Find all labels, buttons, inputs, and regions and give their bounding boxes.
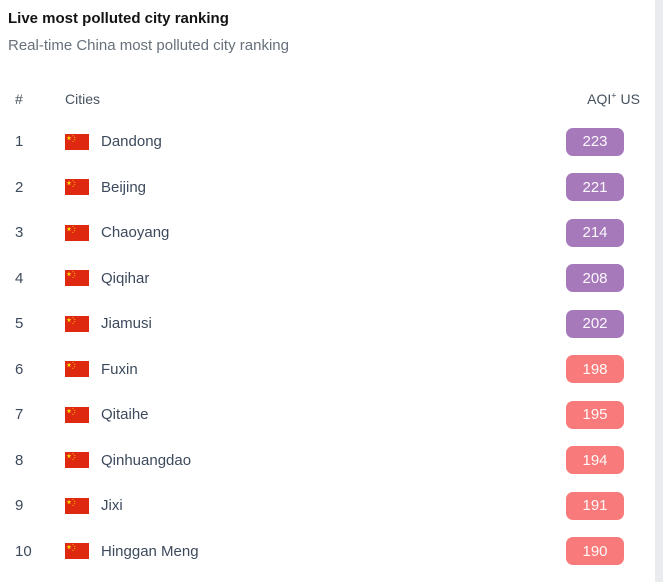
column-header-aqi-us: AQI+ US: [587, 89, 640, 107]
aqi-label: AQI: [587, 90, 612, 107]
aqi-badge: 198: [566, 355, 624, 384]
aqi-us-label: US: [620, 90, 640, 107]
city-ranking-row[interactable]: 2 Beijing 221: [0, 165, 663, 211]
rank-number: 7: [15, 406, 24, 424]
china-flag-icon: [65, 179, 89, 196]
china-flag-icon: [65, 543, 89, 560]
scrollbar-track[interactable]: [655, 0, 663, 582]
city-ranking-row[interactable]: 5 Jiamusi 202: [0, 301, 663, 347]
city-ranking-row[interactable]: 6 Fuxin 198: [0, 347, 663, 393]
aqi-badge: 194: [566, 446, 624, 475]
city-ranking-row[interactable]: 7 Qitaihe 195: [0, 392, 663, 438]
city-ranking-row[interactable]: 10 Hinggan Meng 190: [0, 529, 663, 575]
city-name: Qinhuangdao: [101, 451, 192, 469]
city-name: Beijing: [101, 178, 147, 196]
china-flag-icon: [65, 406, 89, 423]
china-flag-icon: [65, 361, 89, 378]
ranking-table-body: 1 Dandong 223 2 Beiji: [0, 119, 663, 574]
rank-number: 10: [15, 542, 32, 560]
china-flag-icon: [65, 270, 89, 287]
city-name: Jiamusi: [101, 315, 152, 333]
china-flag-icon: [65, 133, 89, 150]
city-name: Qitaihe: [101, 406, 149, 424]
column-header-cities: Cities: [65, 90, 101, 107]
rank-number: 8: [15, 451, 24, 469]
rank-number: 1: [15, 133, 24, 151]
page-title: Live most polluted city ranking: [8, 10, 229, 27]
aqi-plus-superscript: +: [611, 89, 617, 100]
aqi-badge: 202: [566, 309, 624, 338]
aqi-badge: 195: [566, 400, 624, 429]
rank-number: 2: [15, 178, 24, 196]
rank-number: 5: [15, 315, 24, 333]
aqi-badge: 190: [566, 537, 624, 566]
aqi-badge: 221: [566, 173, 624, 202]
city-ranking-row[interactable]: 3 Chaoyang 214: [0, 210, 663, 256]
city-ranking-row[interactable]: 1 Dandong 223: [0, 119, 663, 165]
city-ranking-row[interactable]: 4 Qiqihar 208: [0, 256, 663, 302]
rank-number: 9: [15, 497, 24, 515]
city-name: Hinggan Meng: [101, 542, 199, 560]
column-header-rank: #: [15, 90, 23, 107]
china-flag-icon: [65, 497, 89, 514]
rank-number: 6: [15, 360, 24, 378]
city-name: Fuxin: [101, 360, 138, 378]
aqi-badge: 191: [566, 491, 624, 520]
aqi-badge: 223: [566, 127, 624, 156]
city-name: Qiqihar: [101, 269, 150, 287]
china-flag-icon: [65, 315, 89, 332]
china-flag-icon: [65, 452, 89, 469]
city-ranking-row[interactable]: 9 Jixi 191: [0, 483, 663, 529]
table-header-row: # Cities AQI+ US: [0, 86, 663, 111]
city-name: Chaoyang: [101, 224, 170, 242]
china-flag-icon: [65, 224, 89, 241]
rank-number: 3: [15, 224, 24, 242]
city-ranking-row[interactable]: 8 Qinhuangdao 194: [0, 438, 663, 484]
city-name: Dandong: [101, 133, 162, 151]
rank-number: 4: [15, 269, 24, 287]
aqi-badge: 208: [566, 264, 624, 293]
city-name: Jixi: [101, 497, 123, 515]
aqi-badge: 214: [566, 218, 624, 247]
page-subtitle: Real-time China most polluted city ranki…: [8, 37, 289, 54]
